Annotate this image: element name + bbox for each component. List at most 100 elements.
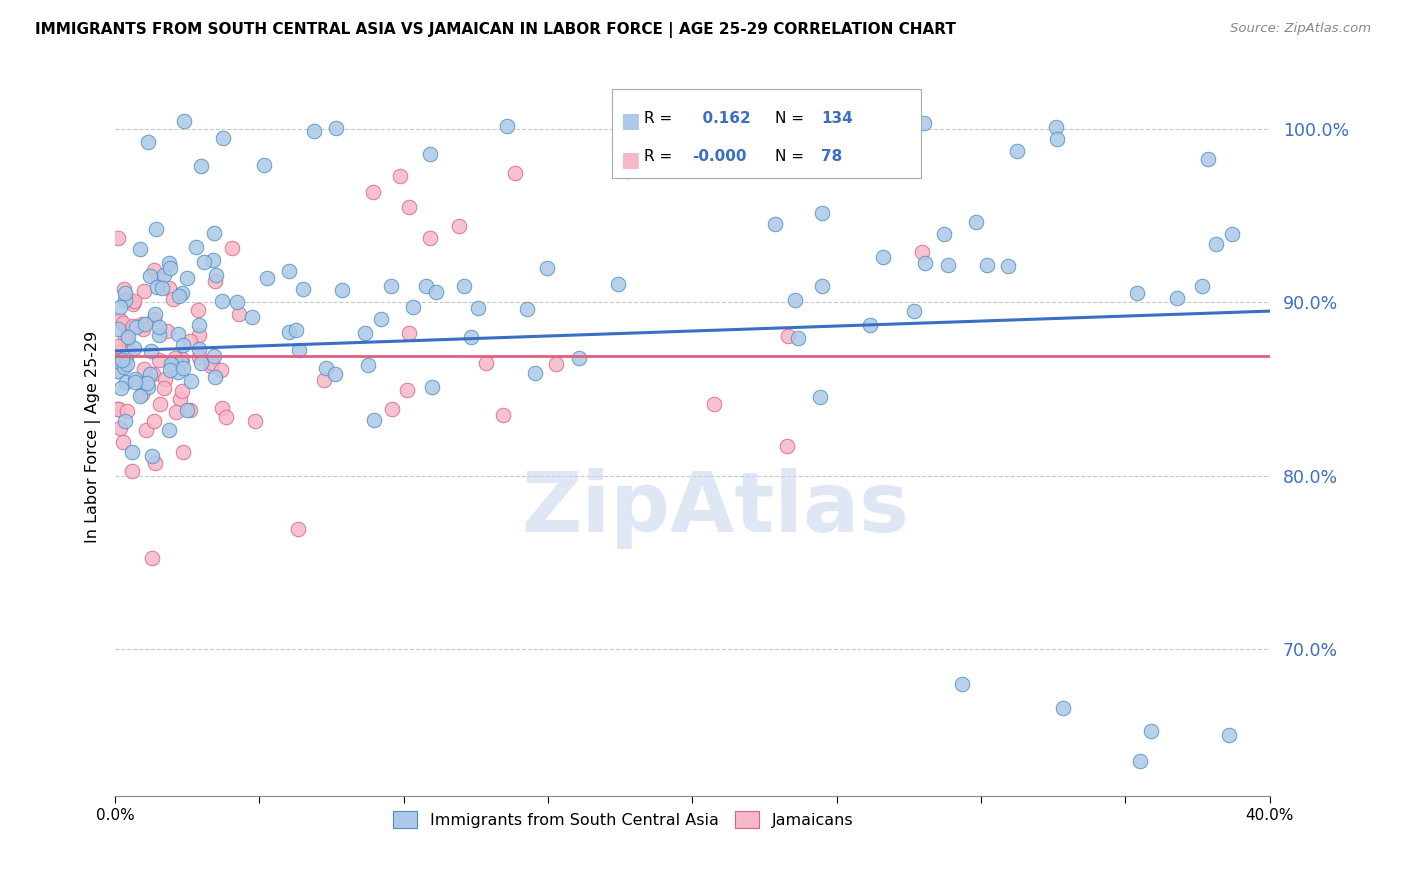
Point xyxy=(122,297,145,311)
Point xyxy=(398,326,420,340)
Point xyxy=(143,311,166,326)
Point xyxy=(146,280,169,294)
Point xyxy=(325,120,347,135)
Text: 0.162: 0.162 xyxy=(692,111,751,126)
Point xyxy=(157,256,180,270)
Point xyxy=(142,367,165,381)
Point xyxy=(808,390,831,404)
Point xyxy=(380,279,402,293)
Point xyxy=(1005,144,1028,158)
Point xyxy=(157,423,180,437)
Point xyxy=(114,293,136,308)
Point xyxy=(288,343,311,358)
Point xyxy=(107,364,129,378)
Point xyxy=(159,357,181,371)
Point xyxy=(402,300,425,314)
Point xyxy=(616,164,638,178)
Point xyxy=(1205,237,1227,252)
Point xyxy=(914,256,936,270)
Point xyxy=(783,293,806,307)
Point xyxy=(190,159,212,173)
Point xyxy=(240,310,263,324)
Point xyxy=(107,321,129,335)
Point xyxy=(173,114,195,128)
Point xyxy=(180,374,202,388)
Point xyxy=(204,370,226,384)
Point xyxy=(728,152,751,166)
Point xyxy=(117,345,139,359)
Point xyxy=(763,217,786,231)
Point xyxy=(141,550,163,565)
Point xyxy=(912,116,935,130)
Point xyxy=(388,169,411,183)
Point xyxy=(536,261,558,276)
Point xyxy=(135,423,157,437)
Point xyxy=(243,414,266,428)
Text: IMMIGRANTS FROM SOUTH CENTRAL ASIA VS JAMAICAN IN LABOR FORCE | AGE 25-29 CORREL: IMMIGRANTS FROM SOUTH CENTRAL ASIA VS JA… xyxy=(35,22,956,38)
Point xyxy=(112,317,135,331)
Point xyxy=(131,387,153,401)
Point xyxy=(179,403,201,417)
Point xyxy=(688,147,710,161)
Point xyxy=(225,294,247,309)
Text: N =: N = xyxy=(775,149,808,164)
Point xyxy=(778,328,800,343)
Point xyxy=(256,271,278,285)
Point xyxy=(136,135,159,149)
Text: ■: ■ xyxy=(620,112,640,131)
Point xyxy=(122,342,145,356)
Point xyxy=(179,334,201,348)
Point xyxy=(1126,286,1149,301)
Point xyxy=(132,362,155,376)
Point xyxy=(330,283,353,297)
Point xyxy=(725,114,748,128)
Point xyxy=(169,392,191,407)
Point xyxy=(115,357,138,371)
Point xyxy=(607,277,630,292)
Point xyxy=(775,439,797,453)
Point xyxy=(811,206,834,220)
Point xyxy=(111,352,134,367)
Text: ZipAtlas: ZipAtlas xyxy=(522,468,910,549)
Point xyxy=(211,294,233,309)
Point xyxy=(108,313,131,327)
Text: 134: 134 xyxy=(821,111,853,126)
Point xyxy=(323,367,346,381)
Point xyxy=(107,345,129,359)
Point xyxy=(787,331,810,345)
Point xyxy=(447,219,470,233)
Point xyxy=(152,380,174,394)
Point xyxy=(115,333,138,347)
Point xyxy=(212,130,235,145)
Point xyxy=(155,372,177,386)
Point xyxy=(205,268,228,282)
Y-axis label: In Labor Force | Age 25-29: In Labor Force | Age 25-29 xyxy=(86,330,101,542)
Point xyxy=(976,259,998,273)
Point xyxy=(354,326,377,340)
Point xyxy=(156,324,179,338)
Text: R =: R = xyxy=(644,111,678,126)
Point xyxy=(420,380,443,394)
Point xyxy=(172,361,194,376)
Point xyxy=(568,351,591,365)
Point xyxy=(193,255,215,269)
Point xyxy=(153,268,176,282)
Point xyxy=(139,367,162,381)
Point xyxy=(415,279,437,293)
Point xyxy=(107,338,129,352)
Point xyxy=(202,252,225,267)
Point xyxy=(107,401,129,416)
Point xyxy=(523,366,546,380)
Point xyxy=(204,273,226,287)
Point xyxy=(172,384,194,398)
Point xyxy=(209,363,232,377)
Point xyxy=(117,404,139,418)
Point xyxy=(492,408,515,422)
Point xyxy=(221,241,243,255)
Point xyxy=(190,356,212,370)
Point xyxy=(187,327,209,342)
Point xyxy=(453,279,475,293)
Point xyxy=(188,350,211,364)
Legend: Immigrants from South Central Asia, Jamaicans: Immigrants from South Central Asia, Jama… xyxy=(387,805,859,834)
Point xyxy=(287,522,309,536)
